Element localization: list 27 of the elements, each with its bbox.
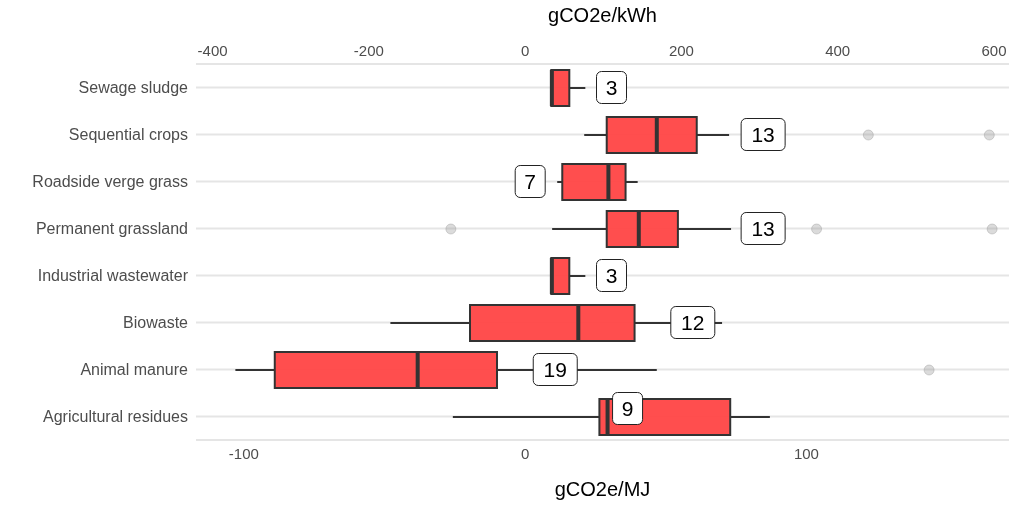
x-tick-label: -100 xyxy=(228,444,259,462)
annotation: 3 xyxy=(605,263,618,287)
y-tick-label: Biowaste xyxy=(123,314,189,332)
y-tick-label: Sewage sludge xyxy=(78,79,189,97)
y-tick-label: Industrial wastewater xyxy=(37,267,189,285)
annotation: 9 xyxy=(621,396,634,420)
x2-tick-label: 400 xyxy=(825,42,851,59)
annotation: 13 xyxy=(751,216,775,240)
y-tick-label: Sequential crops xyxy=(68,126,188,144)
x2-tick-label: 200 xyxy=(668,42,694,59)
x2-tick-label: -200 xyxy=(353,42,384,59)
x-axis-title: gCO2e/MJ xyxy=(554,478,651,500)
y-tick-label: Permanent grassland xyxy=(35,220,188,238)
annotation: 7 xyxy=(524,169,537,193)
x2-axis-title: gCO2e/kWh xyxy=(548,4,657,27)
annotation: 19 xyxy=(543,357,567,381)
x-tick-label: 0 xyxy=(520,444,530,462)
annotation: 12 xyxy=(681,310,705,334)
x-tick-label: 100 xyxy=(793,444,819,462)
annotation: 3 xyxy=(605,75,618,99)
y-tick-label: Agricultural residues xyxy=(43,408,188,426)
x2-tick-label: -400 xyxy=(197,42,228,59)
annotation: 13 xyxy=(751,122,775,146)
x2-tick-label: 600 xyxy=(981,42,1007,59)
x2-tick-label: 0 xyxy=(520,42,530,59)
y-tick-label: Roadside verge grass xyxy=(32,173,188,191)
y-tick-label: Animal manure xyxy=(80,361,189,379)
